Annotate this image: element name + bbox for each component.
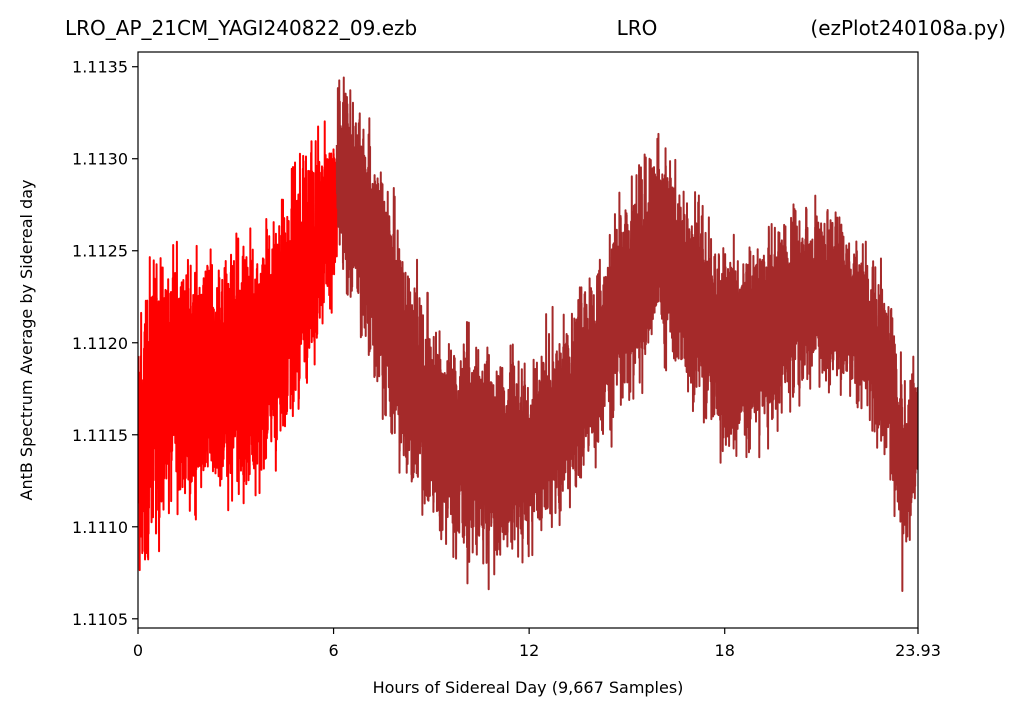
y-tick-label: 1.1135 bbox=[72, 58, 128, 77]
chart-title-script: (ezPlot240108a.py) bbox=[810, 16, 1006, 40]
y-tick-label: 1.1125 bbox=[72, 242, 128, 261]
plot-frame bbox=[137, 51, 919, 629]
series-layer bbox=[138, 76, 918, 592]
y-axis: 1.1105 1.1110 1.1115 1.1120 1.1125 1.1130 1.11… bbox=[72, 58, 138, 629]
series-line-0 bbox=[138, 120, 338, 572]
y-tick-label: 1.1115 bbox=[72, 426, 128, 445]
x-tick-label: 0 bbox=[133, 641, 143, 660]
y-axis-label: AntB Spectrum Average by Sidereal day bbox=[17, 180, 36, 501]
y-tick-label: 1.1120 bbox=[72, 334, 128, 353]
x-tick-label: 23.93 bbox=[895, 641, 941, 660]
x-axis-label: Hours of Sidereal Day (9,667 Samples) bbox=[373, 678, 684, 697]
x-tick-label: 6 bbox=[328, 641, 338, 660]
x-tick-label: 18 bbox=[715, 641, 735, 660]
y-tick-label: 1.1130 bbox=[72, 150, 128, 169]
series-line-1 bbox=[335, 76, 918, 592]
chart-title-site: LRO bbox=[617, 16, 658, 40]
x-tick-label: 12 bbox=[519, 641, 539, 660]
chart-title-filename: LRO_AP_21CM_YAGI240822_09.ezb bbox=[65, 16, 417, 40]
y-tick-label: 1.1105 bbox=[72, 610, 128, 629]
y-tick-label: 1.1110 bbox=[72, 518, 128, 537]
x-axis: 0 6 12 18 23.93 bbox=[133, 628, 941, 660]
